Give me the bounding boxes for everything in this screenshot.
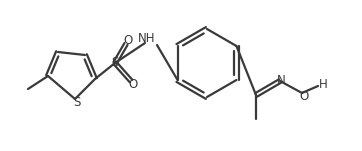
Text: S: S (111, 56, 119, 69)
Text: O: O (123, 34, 132, 47)
Text: H: H (319, 79, 327, 92)
Text: NH: NH (138, 32, 156, 45)
Text: N: N (277, 74, 285, 87)
Text: O: O (299, 90, 309, 103)
Text: O: O (129, 79, 138, 92)
Text: S: S (73, 96, 81, 109)
